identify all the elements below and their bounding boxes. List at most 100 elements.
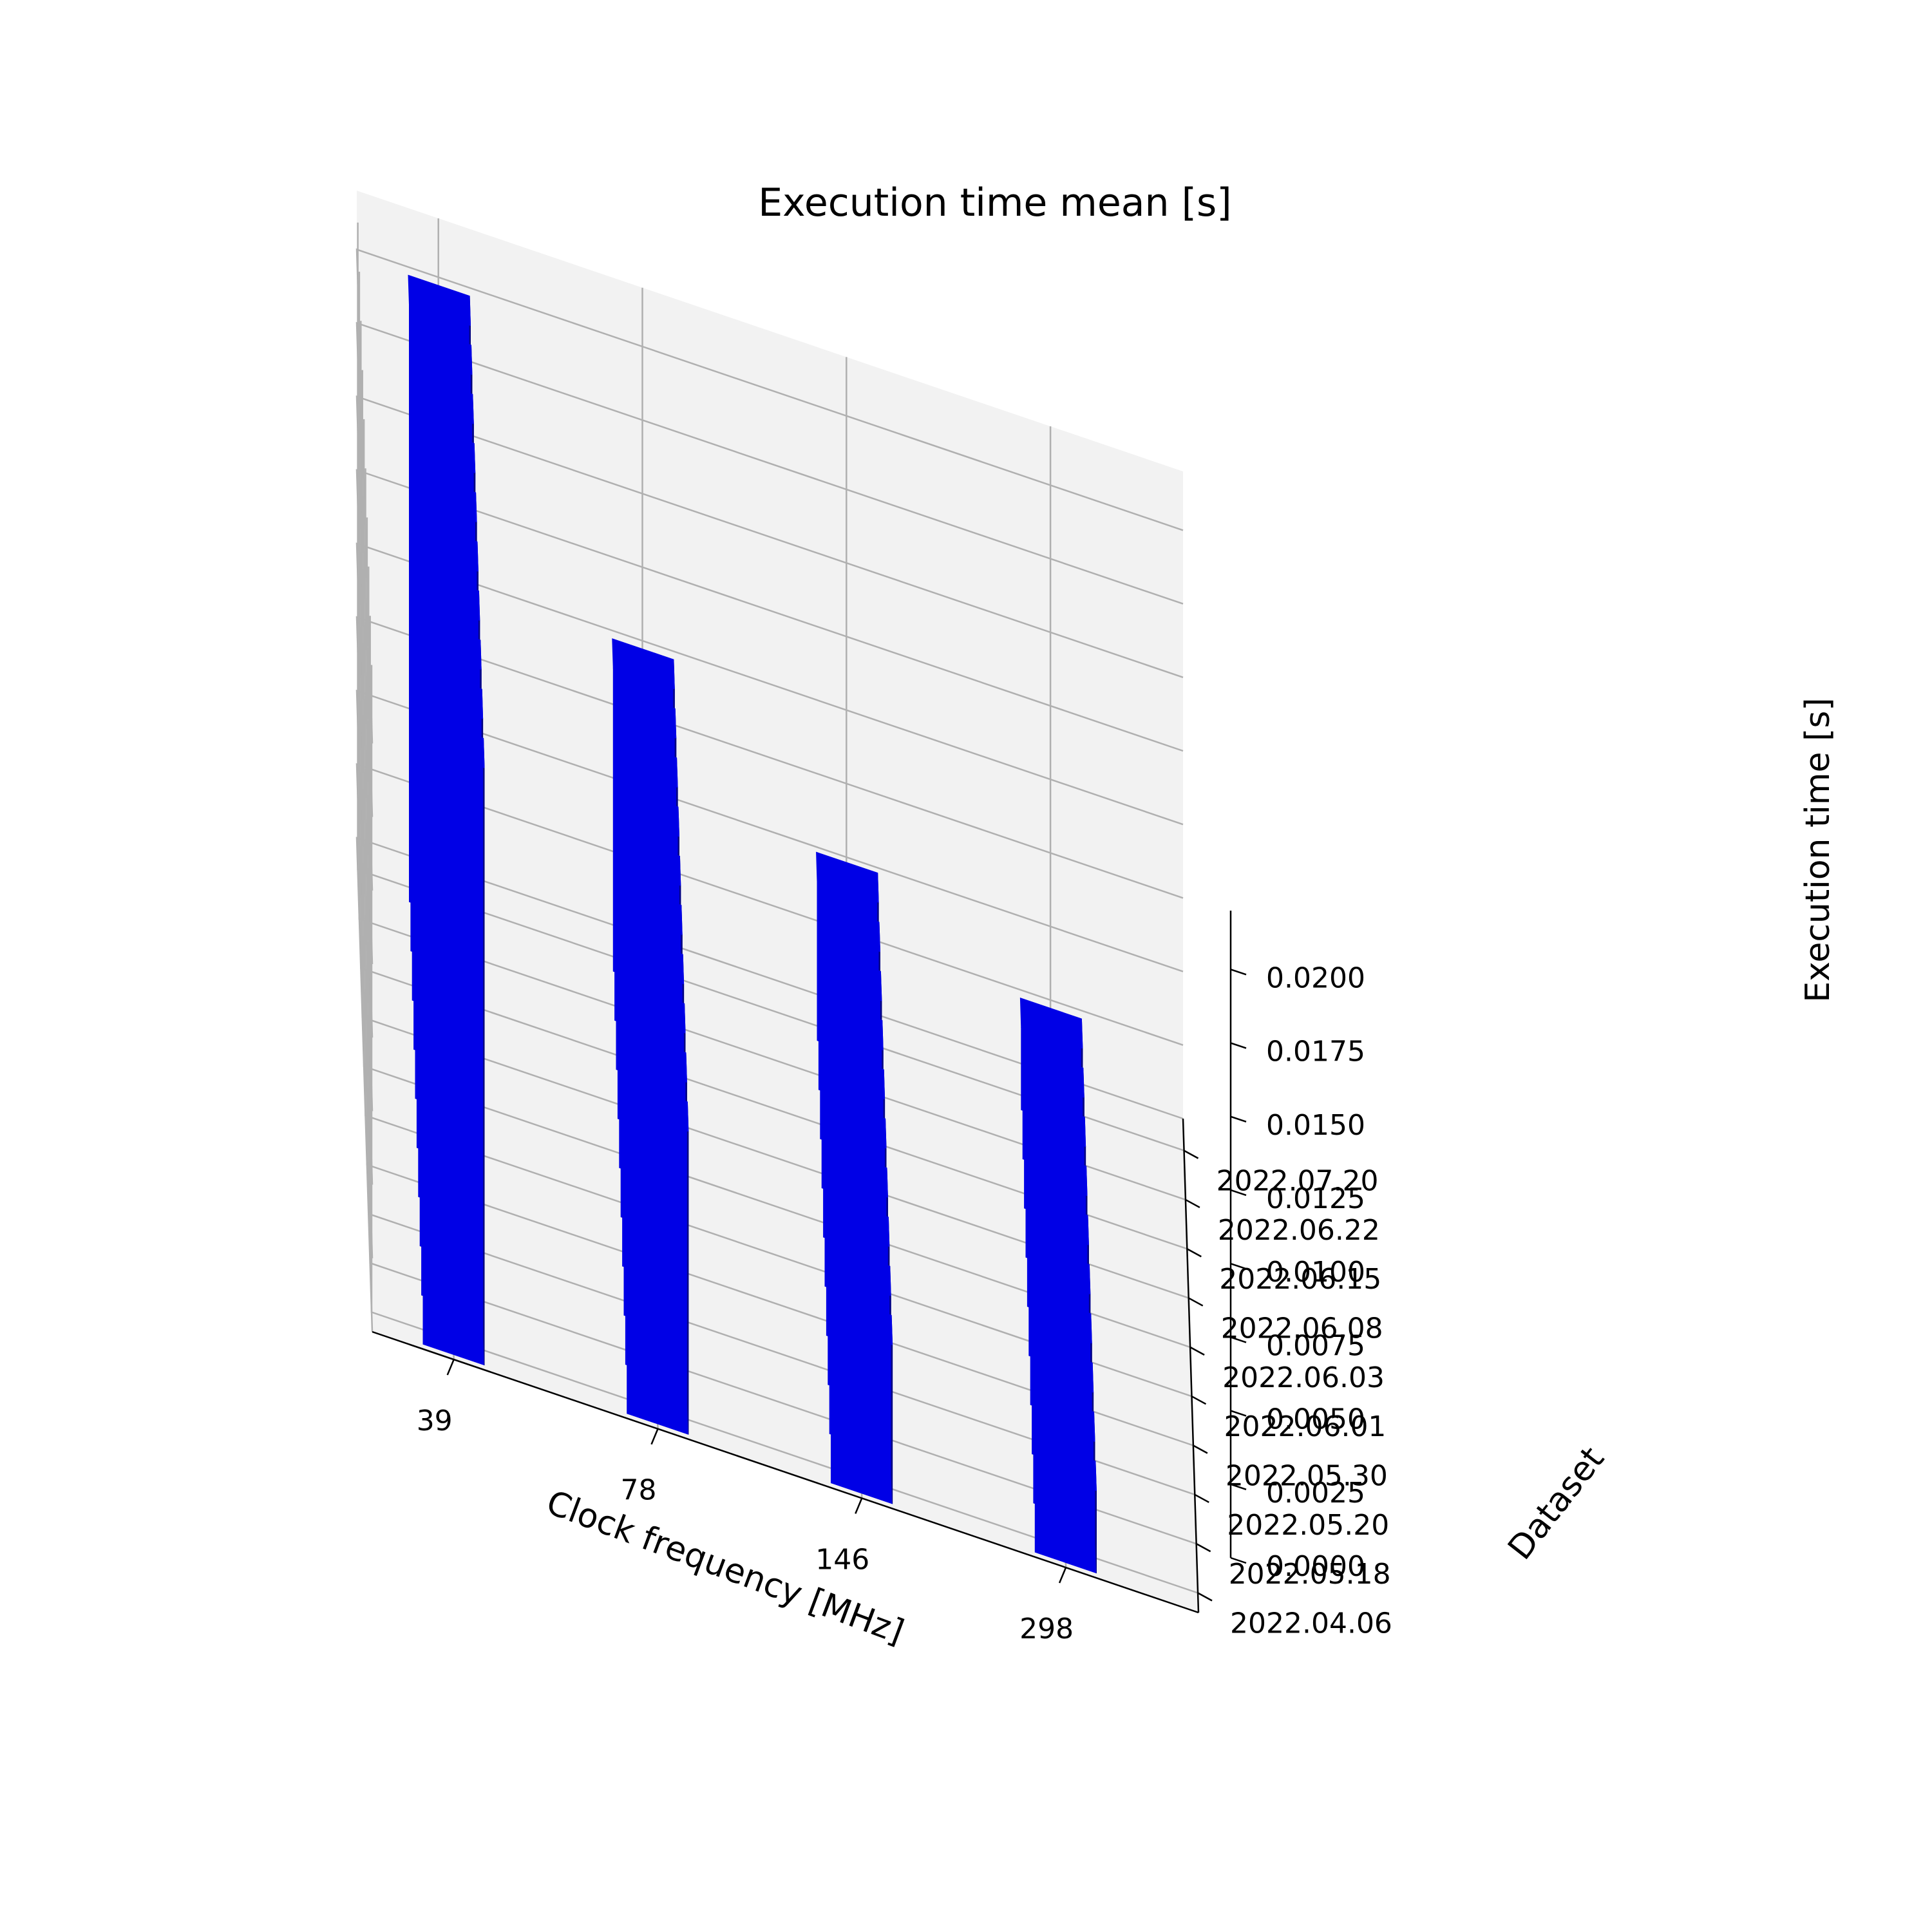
back-pane	[357, 191, 1183, 1119]
z-tick-label: 0.0025	[1266, 1477, 1365, 1510]
bar-top-face	[816, 851, 879, 904]
bar-top-face	[1025, 1144, 1088, 1197]
bar-top-face	[615, 736, 678, 788]
bar-top-face	[415, 520, 478, 572]
bar-top-face	[612, 638, 675, 690]
z-tick-label: 0.0125	[1266, 1182, 1365, 1215]
y-tick	[1191, 1396, 1207, 1405]
z-tick-label: 0.0050	[1266, 1403, 1365, 1436]
bar-top-face	[1029, 1292, 1092, 1344]
z-tick	[1230, 1483, 1247, 1490]
y-tick-label: 2022.07.20	[1217, 1165, 1379, 1198]
bar-top-face	[819, 950, 882, 1001]
y-tick	[1196, 1543, 1211, 1553]
bar-top-face	[620, 884, 683, 936]
z-tick	[1230, 1410, 1247, 1417]
bar-top-face	[822, 1048, 886, 1100]
bar-top-face	[621, 933, 685, 985]
x-tick-label: 78	[621, 1474, 657, 1507]
z-gridline	[355, 248, 1184, 744]
x-tick	[1058, 1567, 1067, 1584]
y-tick-label: 2022.06.08	[1221, 1312, 1383, 1345]
z-gridline	[355, 763, 1184, 1258]
x-tick-label: 39	[417, 1405, 453, 1437]
z-tick-label: 0.0075	[1266, 1329, 1365, 1362]
z-gridline	[355, 469, 1184, 965]
bar-top-face	[417, 569, 480, 621]
y-tick	[1197, 1592, 1213, 1602]
bar-top-face	[820, 999, 884, 1051]
z-tick	[1230, 1336, 1247, 1343]
z-gridline	[355, 837, 1184, 1332]
y-tick-label: 2022.06.15	[1219, 1263, 1381, 1296]
y-tick-label: 2022.04.06	[1230, 1607, 1392, 1640]
y-tick	[1188, 1297, 1204, 1307]
z-tick-label: 0.0000	[1266, 1550, 1365, 1583]
bar-front-face	[627, 1110, 689, 1435]
x-tick-label: 298	[1019, 1613, 1074, 1645]
y-tick	[1186, 1248, 1202, 1258]
x-axis-line	[372, 1331, 1199, 1614]
bar-top-face	[825, 1146, 888, 1198]
bar-top-face	[1023, 1095, 1086, 1148]
bar-top-face	[829, 1294, 893, 1345]
y-axis-line	[1182, 1118, 1200, 1613]
y-tick	[1193, 1444, 1208, 1454]
z-gridline	[355, 542, 1184, 1038]
x-tick	[446, 1359, 455, 1376]
y-tick	[1183, 1150, 1199, 1159]
z-tick	[1230, 1189, 1247, 1197]
y-tick	[1185, 1198, 1200, 1209]
y-tick-label: 2022.06.03	[1222, 1361, 1385, 1394]
bar-top-face	[412, 422, 476, 474]
y-tick	[1189, 1346, 1205, 1356]
z-gridline	[355, 616, 1184, 1112]
bar-top-face	[826, 1195, 890, 1247]
z-tick-label: 0.0150	[1266, 1109, 1365, 1142]
bar-top-face	[1030, 1341, 1094, 1393]
bar-top-face	[1032, 1390, 1095, 1443]
bar-top-face	[408, 274, 471, 327]
x-tick	[855, 1497, 863, 1514]
bar-top-face	[624, 1031, 687, 1083]
z-tick-label: 0.0175	[1266, 1036, 1365, 1068]
bar	[625, 1080, 689, 1435]
z-tick	[1230, 1042, 1247, 1049]
bar-top-face	[625, 1080, 689, 1132]
y-tick-label: 2022.05.30	[1226, 1460, 1388, 1493]
y-tick-label: 2022.06.01	[1224, 1410, 1387, 1443]
bar-top-face	[421, 717, 485, 768]
floor-pane	[357, 838, 1198, 1613]
y-tick-label: 2022.05.20	[1227, 1509, 1389, 1542]
y-tick-label: 2022.05.18	[1229, 1558, 1391, 1591]
z-tick-label: 0.0100	[1266, 1256, 1365, 1289]
bar-front-face	[422, 746, 485, 1366]
bar-top-face	[409, 323, 473, 375]
bar-top-face	[414, 471, 477, 523]
bar-top-face	[616, 785, 680, 837]
bar-top-face	[618, 835, 681, 886]
z-tick	[1230, 1262, 1247, 1270]
z-tick	[1230, 1557, 1247, 1564]
bar-top-face	[613, 687, 677, 739]
bar-top-face	[1019, 997, 1083, 1049]
x-tick-label: 146	[815, 1543, 869, 1576]
z-tick	[1230, 1115, 1247, 1122]
bar-top-face	[1021, 1046, 1084, 1098]
bar-top-face	[828, 1245, 891, 1296]
bar-top-face	[1026, 1194, 1089, 1245]
z-gridline	[355, 689, 1184, 1185]
bar-side-face	[687, 1101, 689, 1435]
z-gridline	[355, 395, 1184, 891]
z-tick	[1230, 969, 1247, 976]
bar-top-face	[419, 618, 482, 670]
y-tick	[1194, 1493, 1209, 1503]
y-axis-label: Dataset	[1501, 1440, 1612, 1567]
chart-title: Execution time mean [s]	[758, 180, 1231, 225]
z-gridline	[355, 321, 1184, 817]
bar-top-face	[1034, 1439, 1097, 1492]
bar	[421, 717, 485, 1366]
bar-front-face	[831, 1323, 893, 1504]
bar-top-face	[411, 373, 474, 424]
